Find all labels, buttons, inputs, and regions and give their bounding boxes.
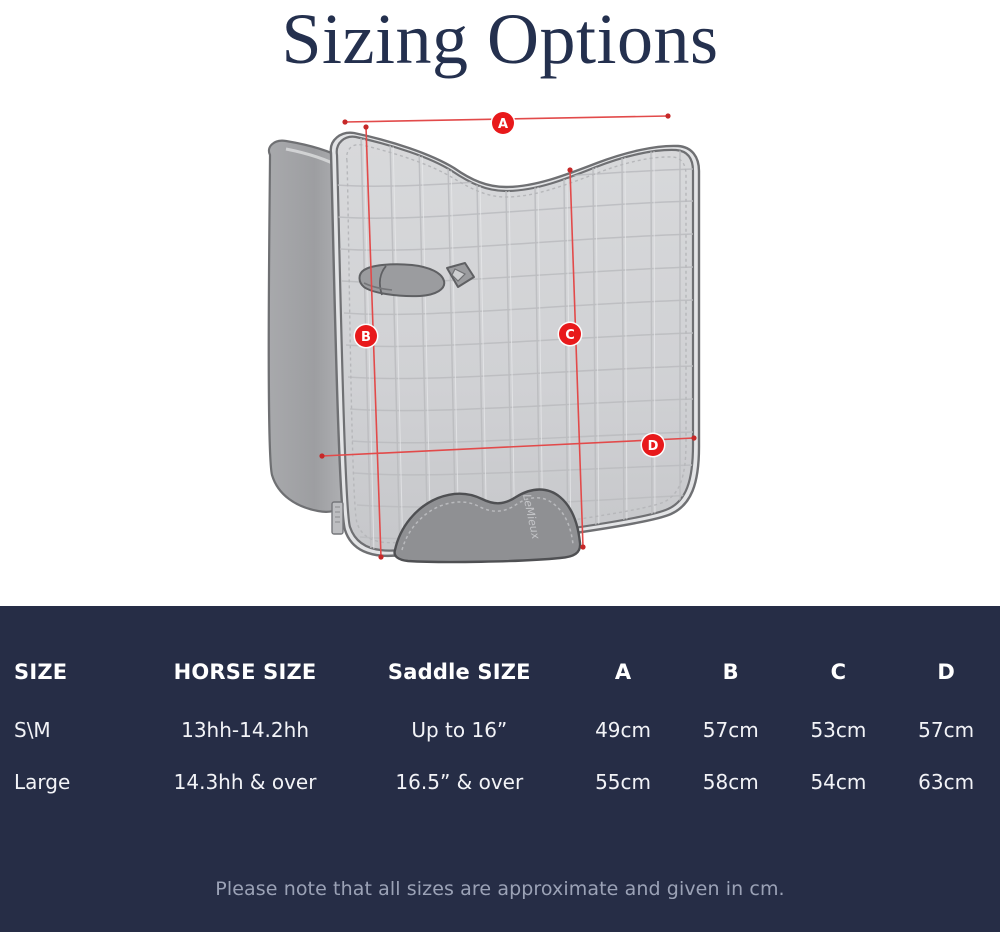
sizing-info-panel: SIZE HORSE SIZE Saddle SIZE A B C D S\M … [0,606,1000,932]
measurement-marker-a[interactable]: A [490,110,516,136]
pad-body [335,135,695,552]
page-title: Sizing Options [281,0,719,79]
cell-size-1: Large [14,770,71,794]
saddle-flap-patch: LeMieux [393,488,582,564]
cell-a-1: 55cm [595,770,652,794]
quilting-grid [336,136,693,551]
column-header-size: SIZE [14,660,68,684]
column-header-horse-size: HORSE SIZE [173,660,317,684]
marker-c-label: C [565,328,575,343]
header-panel: Sizing Options [0,0,1000,595]
column-header-d: D [937,660,955,684]
table-header-row: SIZE HORSE SIZE Saddle SIZE A B C D [0,660,1000,718]
cell-d-1: 63cm [918,770,975,794]
column-header-c: C [830,660,847,684]
brand-emblem-icon [446,262,475,288]
marker-a-label: A [498,117,508,132]
measurement-marker-b[interactable]: B [353,323,379,349]
sizing-note: Please note that all sizes are approxima… [215,878,785,900]
saddle-pad-svg: LeMieux [267,110,701,564]
column-header-a: A [614,660,632,684]
measurement-marker-d[interactable]: D [640,432,666,458]
cell-size-0: S\M [14,718,51,742]
saddle-pad-diagram: LeMieux [0,95,1000,595]
cell-b-0: 57cm [702,718,759,742]
measurement-marker-c[interactable]: C [557,321,583,347]
cell-saddle-size-0: Up to 16” [411,718,508,742]
marker-d-label: D [648,439,659,454]
side-tab-label [331,501,344,535]
sizing-table: SIZE HORSE SIZE Saddle SIZE A B C D S\M … [0,660,1000,822]
measure-line-c [567,167,586,550]
column-header-b: B [722,660,739,684]
measurement-overlay: A B C D [319,110,697,560]
cell-horse-size-1: 14.3hh & over [173,770,317,794]
column-header-saddle-size: Saddle SIZE [387,660,531,684]
cell-horse-size-0: 13hh-14.2hh [181,718,309,742]
cell-b-1: 58cm [702,770,759,794]
cell-saddle-size-1: 16.5” & over [395,770,524,794]
cell-d-0: 57cm [918,718,975,742]
cell-c-0: 53cm [810,718,867,742]
table-row: Large 14.3hh & over 16.5” & over 55cm 58… [0,770,1000,822]
pad-underflap [267,139,354,513]
cell-c-1: 54cm [810,770,867,794]
girth-strap-loop [358,263,446,298]
marker-b-label: B [361,330,371,345]
cell-a-0: 49cm [595,718,652,742]
table-row: S\M 13hh-14.2hh Up to 16” 49cm 57cm 53cm… [0,718,1000,770]
measure-line-d [319,435,697,459]
